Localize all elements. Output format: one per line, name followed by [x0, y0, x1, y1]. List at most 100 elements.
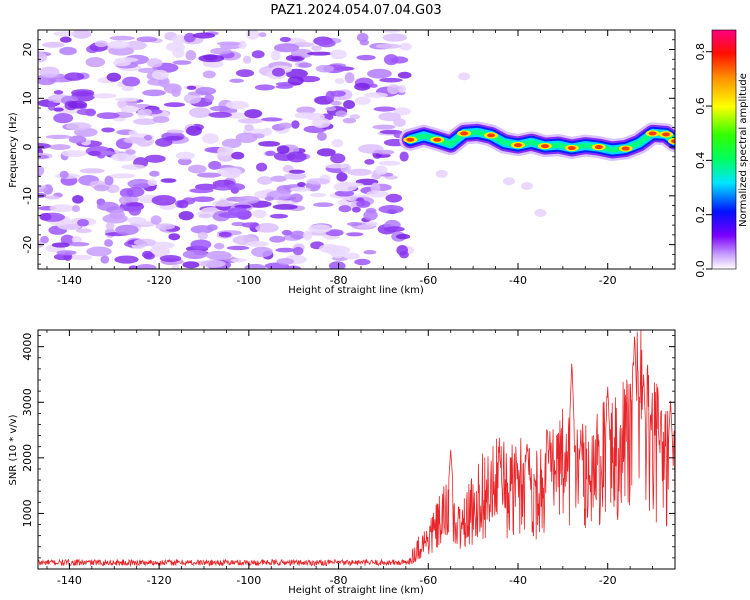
snr-series-line: [38, 330, 675, 568]
noise-blob: [150, 215, 162, 225]
ridge-hotspot-core: [406, 137, 415, 142]
x-tick-label: -120: [147, 274, 172, 287]
noise-blob: [44, 195, 61, 200]
noise-blob: [59, 36, 72, 43]
noise-blob: [231, 151, 245, 160]
noise-blob: [213, 242, 225, 250]
noise-blob: [303, 230, 313, 241]
noise-blob: [354, 96, 371, 105]
noise-blob: [125, 149, 136, 155]
noise-blob: [379, 77, 403, 83]
noise-blob: [49, 204, 75, 213]
spectrogram-x-ticks: -140 -120 -100 -80 -60 -40 -20: [46, 30, 676, 287]
noise-blob: [356, 54, 376, 61]
noise-blob: [155, 223, 175, 230]
noise-blob: [76, 108, 96, 116]
y-tick-label: -10: [21, 187, 34, 205]
noise-blob: [175, 151, 196, 160]
noise-blob: [45, 134, 72, 140]
noise-blob: [192, 196, 215, 203]
noise-blob: [121, 86, 134, 92]
noise-blob: [183, 32, 196, 43]
noise-blob: [192, 32, 216, 39]
noise-blob: [242, 55, 252, 64]
noise-blob: [245, 30, 260, 40]
noise-blob: [344, 72, 355, 84]
ridge-hotspot-core: [513, 143, 522, 148]
snr-y-ticks: 1000 2000 3000 4000: [21, 333, 675, 559]
noise-blob: [95, 151, 117, 156]
spectrogram-y-label: Frequency (Hz): [8, 112, 19, 188]
noise-blob: [38, 51, 47, 63]
noise-blob: [343, 99, 356, 110]
ridge-hotspot-core: [567, 146, 576, 151]
noise-blob: [115, 97, 140, 102]
noise-blob: [258, 32, 267, 38]
noise-blob: [275, 247, 296, 253]
noise-blob: [208, 160, 222, 170]
noise-blob: [210, 105, 231, 112]
x-tick-label: -40: [509, 574, 527, 587]
stray-blob: [520, 182, 533, 191]
noise-blob: [88, 150, 102, 156]
noise-blob: [151, 69, 169, 80]
snr-y-label: SNR (10 * v/v): [8, 414, 19, 485]
noise-blob: [356, 200, 371, 208]
stray-blob: [458, 72, 471, 81]
noise-blob: [38, 165, 45, 177]
noise-blob: [128, 130, 138, 136]
noise-blob: [53, 113, 74, 124]
noise-blob: [61, 150, 87, 158]
noise-blob: [93, 93, 117, 99]
noise-blob: [251, 246, 273, 258]
noise-blob: [221, 138, 242, 149]
noise-blob: [383, 54, 399, 66]
noise-blob: [163, 102, 186, 108]
ridge-hotspot-core: [648, 131, 657, 136]
spectrogram-x-label: Height of straight line (km): [288, 285, 424, 296]
noise-blob: [160, 178, 177, 183]
noise-blob: [195, 87, 217, 96]
noise-blob: [94, 40, 108, 48]
ridge-hotspot-core: [671, 139, 675, 144]
ridge-hotspot-core: [594, 145, 603, 150]
noise-blob: [244, 124, 254, 131]
x-tick-label: -60: [419, 574, 437, 587]
noise-blob: [125, 202, 144, 207]
noise-blob: [115, 224, 139, 236]
x-tick-label: -40: [509, 274, 527, 287]
noise-blob: [122, 76, 141, 87]
noise-blob: [150, 241, 175, 250]
y-tick-label: 4000: [21, 333, 34, 361]
noise-blob: [262, 127, 272, 136]
noise-blob: [141, 108, 153, 116]
noise-blob: [60, 234, 75, 245]
x-tick-label: -20: [599, 574, 617, 587]
noise-blob: [290, 48, 313, 58]
ridge-hotspot-core: [540, 144, 549, 149]
noise-blob: [216, 167, 242, 178]
noise-blob: [298, 62, 312, 68]
noise-blob: [364, 92, 388, 98]
noise-blob: [147, 179, 158, 187]
colorbar-gradient: [711, 29, 737, 270]
noise-blob: [38, 154, 49, 159]
noise-blob: [310, 192, 327, 198]
noise-blob: [245, 240, 269, 247]
noise-blob: [40, 235, 49, 244]
snr-x-ticks: -140 -120 -100 -80 -60 -40 -20: [46, 330, 676, 587]
noise-blob: [357, 144, 384, 154]
noise-blob: [106, 184, 120, 194]
noise-blob: [315, 64, 334, 73]
noise-blob: [70, 89, 95, 97]
noise-blob: [395, 233, 411, 240]
noise-blob: [316, 131, 327, 141]
noise-blob: [132, 118, 158, 125]
noise-blob: [364, 158, 375, 165]
noise-blob: [378, 205, 404, 214]
noise-blob: [120, 105, 140, 113]
noise-blob: [104, 239, 114, 247]
noise-blob: [354, 82, 371, 91]
noise-blob: [49, 144, 71, 150]
noise-blob: [188, 107, 211, 118]
